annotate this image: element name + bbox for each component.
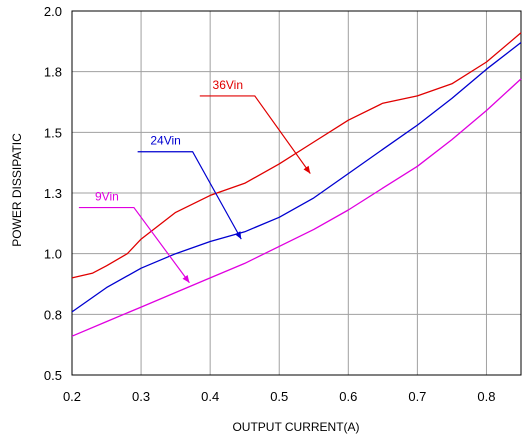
- plot-frame: [71, 10, 522, 376]
- y-tick-label: 2.0: [44, 4, 62, 19]
- series-lines: [71, 32, 522, 337]
- series-line: [71, 78, 522, 337]
- series-leader-line: [137, 151, 242, 240]
- series-label: 36Vin: [213, 78, 243, 92]
- x-tick-label: 0.3: [132, 389, 150, 404]
- series-line: [71, 41, 522, 313]
- x-tick-label: 0.6: [339, 389, 357, 404]
- axes: [71, 10, 522, 376]
- grid-lines: [72, 11, 521, 375]
- y-tick-label: 0.8: [44, 307, 62, 322]
- series-leader-arrowhead: [303, 165, 311, 174]
- series-label: 24Vin: [150, 134, 180, 148]
- y-axis-label: POWER DISSIPATIC: [10, 133, 24, 247]
- x-tick-label: 0.7: [408, 389, 426, 404]
- series-leader-arrowhead: [182, 275, 190, 283]
- series-line: [71, 32, 522, 279]
- series-label: 9Vin: [95, 190, 119, 204]
- series-leader-arrowhead: [234, 231, 242, 240]
- y-tick-label: 1.3: [44, 186, 62, 201]
- x-tick-label: 0.2: [63, 389, 81, 404]
- x-axis-label: OUTPUT CURRENT(A): [232, 420, 359, 434]
- y-tick-label: 1.0: [44, 247, 62, 262]
- x-tick-labels: 0.2 0.3 0.4 0.5 0.6 0.7 0.8: [63, 389, 496, 404]
- y-tick-label: 1.5: [44, 125, 62, 140]
- series-leader-line: [78, 206, 190, 284]
- x-tick-label: 0.8: [477, 389, 495, 404]
- y-tick-label: 0.5: [44, 368, 62, 383]
- y-tick-label: 1.8: [44, 65, 62, 80]
- x-tick-label: 0.5: [270, 389, 288, 404]
- series-leader-line: [199, 95, 311, 174]
- series-labels: 36Vin 24Vin 9Vin: [78, 78, 311, 284]
- x-tick-label: 0.4: [201, 389, 219, 404]
- y-tick-labels: 0.5 0.8 1.0 1.3 1.5 1.8 2.0: [44, 4, 62, 383]
